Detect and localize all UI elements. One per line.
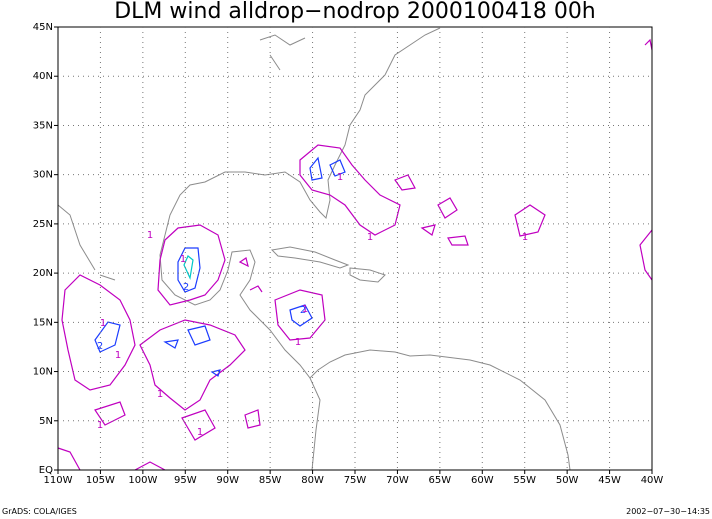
lon-label: 65W bbox=[429, 475, 452, 486]
lat-label: 15N bbox=[33, 317, 53, 328]
lat-label: 20N bbox=[33, 268, 53, 279]
contour-label: 1 bbox=[302, 304, 308, 315]
contours bbox=[57, 38, 653, 471]
lon-label: 60W bbox=[471, 475, 494, 486]
contour-label: 1 bbox=[115, 350, 121, 361]
lat-label: EQ bbox=[39, 465, 53, 476]
lat-label: 35N bbox=[33, 120, 53, 131]
footer-left: GrADS: COLA/IGES bbox=[2, 507, 77, 516]
lon-label: 80W bbox=[301, 475, 324, 486]
contour-label: 1 bbox=[295, 337, 301, 348]
lon-label: 45W bbox=[598, 475, 621, 486]
contour-label: 1 bbox=[97, 420, 103, 431]
lon-label: 110W bbox=[44, 475, 73, 486]
contour-label: 1 bbox=[197, 427, 203, 438]
title: DLM wind alldrop−nodrop 2000100418 00h bbox=[114, 0, 596, 24]
lon-label: 105W bbox=[86, 475, 115, 486]
lon-label: 90W bbox=[216, 475, 239, 486]
map-frame bbox=[57, 26, 653, 471]
lon-label: 40W bbox=[641, 475, 664, 486]
lat-label: 30N bbox=[33, 170, 53, 181]
lon-label: 70W bbox=[386, 475, 409, 486]
contour-label: 2 bbox=[97, 341, 103, 352]
lon-label: 75W bbox=[344, 475, 367, 486]
lon-label: 100W bbox=[128, 475, 157, 486]
footer-right: 2002−07−30−14:35 bbox=[626, 507, 710, 516]
lon-label: 50W bbox=[556, 475, 579, 486]
lon-label: 55W bbox=[513, 475, 536, 486]
contour-label: 1 bbox=[337, 172, 343, 183]
lon-label: 95W bbox=[174, 475, 197, 486]
contour-label: 1 bbox=[147, 230, 153, 241]
lon-label: 85W bbox=[259, 475, 282, 486]
contour-label: 1 bbox=[100, 318, 106, 329]
lat-label: 25N bbox=[33, 219, 53, 230]
contour-label: 1 bbox=[180, 254, 186, 265]
contour-label: 2 bbox=[183, 282, 189, 293]
coastlines bbox=[57, 27, 571, 471]
lat-label: 45N bbox=[33, 22, 53, 33]
contour-label: 1 bbox=[522, 232, 528, 243]
contour-label: 2 bbox=[300, 305, 306, 316]
lat-label: 5N bbox=[39, 416, 53, 427]
lat-label: 10N bbox=[33, 367, 53, 378]
lat-label: 40N bbox=[33, 71, 53, 82]
contour-label: 1 bbox=[157, 389, 163, 400]
contour-label: 1 bbox=[367, 232, 373, 243]
